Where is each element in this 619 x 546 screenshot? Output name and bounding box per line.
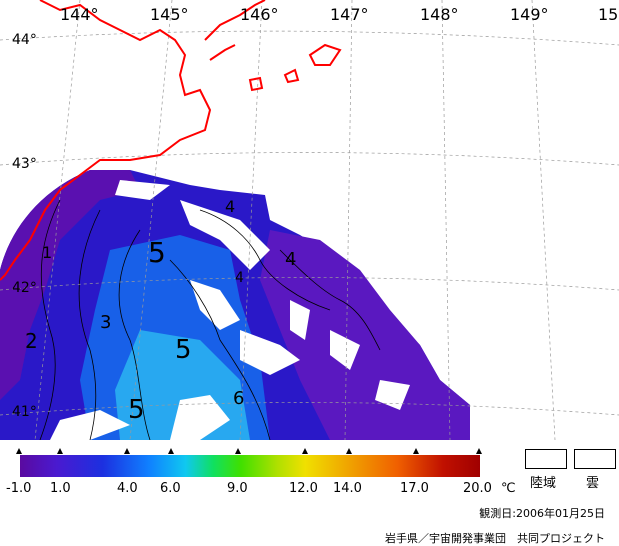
- cloud-swatch: [574, 449, 616, 469]
- sst-east-purple: [260, 230, 470, 440]
- tick-mark: [57, 448, 63, 454]
- tick-mark: [413, 448, 419, 454]
- contour-label: 6: [233, 388, 244, 409]
- scale-tick-label: 4.0: [117, 481, 138, 496]
- graticule: [0, 0, 619, 440]
- scale-tick-label: 14.0: [333, 481, 362, 496]
- scale-tick-label: 6.0: [160, 481, 181, 496]
- tick-mark: [346, 448, 352, 454]
- contour-lines: [39, 199, 381, 440]
- contour-label: 5: [128, 395, 145, 425]
- lat-label-43: 43°: [12, 156, 37, 172]
- scale-tick-label: 20.0: [463, 481, 492, 496]
- tick-mark: [124, 448, 130, 454]
- lon-label-147: 147°: [330, 5, 369, 24]
- land-label: 陸域: [530, 476, 557, 491]
- scale-tick-label: 9.0: [227, 481, 248, 496]
- lon-label-146: 146°: [240, 5, 279, 24]
- contour-label: 5: [175, 335, 192, 365]
- contour-label: 4: [225, 197, 235, 216]
- lon-label-150: 15: [598, 5, 618, 24]
- scale-tick-label: 12.0: [289, 481, 318, 496]
- credit-line: 岩手県／宇宙開発事業団 共同プロジェクト: [385, 532, 605, 545]
- contour-label: 1: [42, 243, 52, 262]
- lon-label-144: 144°: [60, 5, 99, 24]
- lon-label-148: 148°: [420, 5, 459, 24]
- sst-map: 144° 145° 146° 147° 148° 149° 15 44° 43°…: [0, 0, 619, 440]
- cloud-label: 雲: [586, 476, 600, 491]
- scale-tick-label: 17.0: [400, 481, 429, 496]
- tick-mark: [476, 448, 482, 454]
- contour-label: 3: [100, 312, 111, 333]
- lon-label-145: 145°: [150, 5, 189, 24]
- contour-label: 4: [235, 270, 244, 286]
- contour-label: 5: [148, 236, 166, 269]
- lat-label-44: 44°: [12, 32, 37, 48]
- lat-label-42: 42°: [12, 280, 37, 296]
- contour-label: 2: [25, 329, 38, 353]
- scale-unit: ℃: [501, 481, 516, 496]
- scale-tick-label: 1.0: [50, 481, 71, 496]
- lat-label-41: 41°: [12, 404, 37, 420]
- tick-mark: [302, 448, 308, 454]
- tick-mark: [16, 448, 22, 454]
- sst-outer-purple: [0, 170, 140, 400]
- observation-date: 観測日:2006年01月25日: [479, 507, 605, 520]
- coastline: [0, 0, 342, 281]
- land-swatch: [525, 449, 567, 469]
- cloud-patches: [50, 180, 410, 440]
- tick-mark: [168, 448, 174, 454]
- contour-label: 4: [285, 249, 296, 270]
- scale-tick-label: -1.0: [6, 481, 32, 496]
- color-scale-bar: [20, 455, 480, 477]
- lon-label-149: 149°: [510, 5, 549, 24]
- tick-mark: [235, 448, 241, 454]
